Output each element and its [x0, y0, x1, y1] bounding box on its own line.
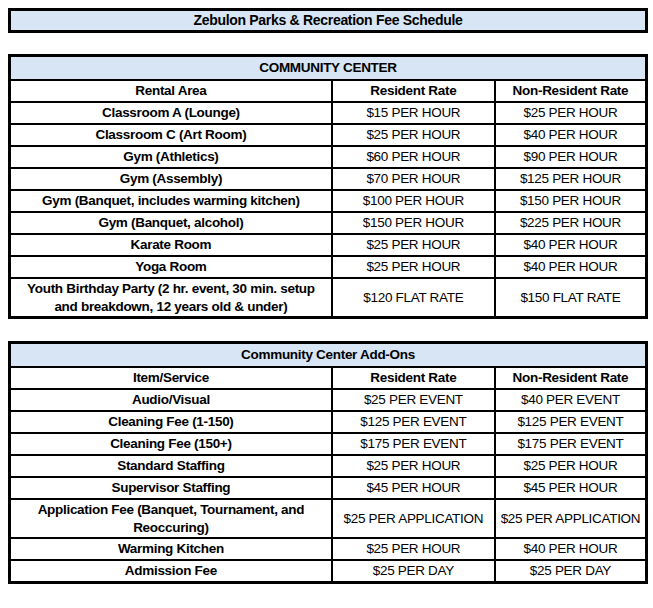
table-row: Yoga Room$25 PER HOUR$40 PER HOUR [10, 256, 647, 278]
row-label-cell: Classroom C (Art Room) [10, 124, 332, 146]
table-row: Gym (Assembly)$70 PER HOUR$125 PER HOUR [10, 168, 647, 190]
row-label-cell: Gym (Assembly) [10, 168, 332, 190]
rate-cell: $25 PER HOUR [332, 234, 495, 256]
row-label-cell: Gym (Banquet, includes warming kitchen) [10, 190, 332, 212]
column-header-row: Rental Area Resident Rate Non-Resident R… [10, 80, 647, 102]
table-title-row: Community Center Add-Ons [10, 343, 647, 368]
table-row: Classroom A (Lounge)$15 PER HOUR$25 PER … [10, 102, 647, 124]
rate-cell: $90 PER HOUR [495, 146, 647, 168]
table-row: Gym (Banquet, includes warming kitchen)$… [10, 190, 647, 212]
rate-cell: $25 PER APPLICATION [332, 499, 495, 538]
rate-cell: $40 PER HOUR [495, 538, 647, 560]
rate-cell: $125 PER HOUR [495, 168, 647, 190]
table-title: COMMUNITY CENTER [10, 56, 647, 81]
row-label-cell: Classroom A (Lounge) [10, 102, 332, 124]
column-header-rental-area: Rental Area [10, 80, 332, 102]
table-row: Supervisor Staffing$45 PER HOUR$45 PER H… [10, 477, 647, 499]
table-row: Karate Room$25 PER HOUR$40 PER HOUR [10, 234, 647, 256]
table-row: Admission Fee$25 PER DAY$25 PER DAY [10, 560, 647, 583]
rate-cell: $25 PER APPLICATION [495, 499, 647, 538]
table-row: Classroom C (Art Room)$25 PER HOUR$40 PE… [10, 124, 647, 146]
table-title: Community Center Add-Ons [10, 343, 647, 368]
row-label-cell: Audio/Visual [10, 389, 332, 411]
rate-cell: $25 PER HOUR [332, 538, 495, 560]
rate-cell: $25 PER HOUR [332, 455, 495, 477]
rate-cell: $150 FLAT RATE [495, 278, 647, 318]
rate-cell: $70 PER HOUR [332, 168, 495, 190]
community-center-table-body: Classroom A (Lounge)$15 PER HOUR$25 PER … [10, 102, 647, 318]
column-header-item-service: Item/Service [10, 367, 332, 389]
rate-cell: $175 PER EVENT [332, 433, 495, 455]
row-label-cell: Cleaning Fee (1-150) [10, 411, 332, 433]
community-center-table: COMMUNITY CENTER Rental Area Resident Ra… [8, 54, 648, 319]
rate-cell: $45 PER HOUR [495, 477, 647, 499]
table-row: Cleaning Fee (1-150)$125 PER EVENT$125 P… [10, 411, 647, 433]
rate-cell: $150 PER HOUR [332, 212, 495, 234]
table-row: Cleaning Fee (150+)$175 PER EVENT$175 PE… [10, 433, 647, 455]
table-row: Youth Birthday Party (2 hr. event, 30 mi… [10, 278, 647, 318]
rate-cell: $150 PER HOUR [495, 190, 647, 212]
table-row: Application Fee (Banquet, Tournament, an… [10, 499, 647, 538]
fee-schedule-page: Zebulon Parks & Recreation Fee Schedule … [0, 0, 653, 608]
row-label-cell: Yoga Room [10, 256, 332, 278]
column-header-row: Item/Service Resident Rate Non-Resident … [10, 367, 647, 389]
rate-cell: $120 FLAT RATE [332, 278, 495, 318]
row-label-cell: Standard Staffing [10, 455, 332, 477]
row-label-cell: Admission Fee [10, 560, 332, 583]
row-label-cell: Karate Room [10, 234, 332, 256]
row-label-cell: Warming Kitchen [10, 538, 332, 560]
add-ons-table: Community Center Add-Ons Item/Service Re… [8, 341, 648, 584]
rate-cell: $25 PER HOUR [332, 256, 495, 278]
rate-cell: $125 PER EVENT [495, 411, 647, 433]
rate-cell: $25 PER HOUR [332, 124, 495, 146]
rate-cell: $25 PER HOUR [495, 102, 647, 124]
row-label-cell: Cleaning Fee (150+) [10, 433, 332, 455]
rate-cell: $40 PER EVENT [495, 389, 647, 411]
rate-cell: $40 PER HOUR [495, 234, 647, 256]
rate-cell: $25 PER DAY [495, 560, 647, 583]
row-label-cell: Application Fee (Banquet, Tournament, an… [10, 499, 332, 538]
page-title: Zebulon Parks & Recreation Fee Schedule [8, 8, 648, 33]
row-label-cell: Gym (Athletics) [10, 146, 332, 168]
column-header-non-resident-rate: Non-Resident Rate [495, 367, 647, 389]
rate-cell: $25 PER EVENT [332, 389, 495, 411]
table-title-row: COMMUNITY CENTER [10, 56, 647, 81]
table-row: Gym (Athletics)$60 PER HOUR$90 PER HOUR [10, 146, 647, 168]
rate-cell: $40 PER HOUR [495, 124, 647, 146]
column-header-non-resident-rate: Non-Resident Rate [495, 80, 647, 102]
row-label-cell: Youth Birthday Party (2 hr. event, 30 mi… [10, 278, 332, 318]
column-header-resident-rate: Resident Rate [332, 367, 495, 389]
table-row: Standard Staffing$25 PER HOUR$25 PER HOU… [10, 455, 647, 477]
rate-cell: $40 PER HOUR [495, 256, 647, 278]
table-row: Gym (Banquet, alcohol)$150 PER HOUR$225 … [10, 212, 647, 234]
table-row: Warming Kitchen$25 PER HOUR$40 PER HOUR [10, 538, 647, 560]
rate-cell: $45 PER HOUR [332, 477, 495, 499]
row-label-cell: Gym (Banquet, alcohol) [10, 212, 332, 234]
rate-cell: $60 PER HOUR [332, 146, 495, 168]
rate-cell: $15 PER HOUR [332, 102, 495, 124]
rate-cell: $225 PER HOUR [495, 212, 647, 234]
table-row: Audio/Visual$25 PER EVENT$40 PER EVENT [10, 389, 647, 411]
rate-cell: $125 PER EVENT [332, 411, 495, 433]
rate-cell: $25 PER DAY [332, 560, 495, 583]
rate-cell: $25 PER HOUR [495, 455, 647, 477]
rate-cell: $175 PER EVENT [495, 433, 647, 455]
row-label-cell: Supervisor Staffing [10, 477, 332, 499]
add-ons-table-body: Audio/Visual$25 PER EVENT$40 PER EVENTCl… [10, 389, 647, 583]
rate-cell: $100 PER HOUR [332, 190, 495, 212]
column-header-resident-rate: Resident Rate [332, 80, 495, 102]
